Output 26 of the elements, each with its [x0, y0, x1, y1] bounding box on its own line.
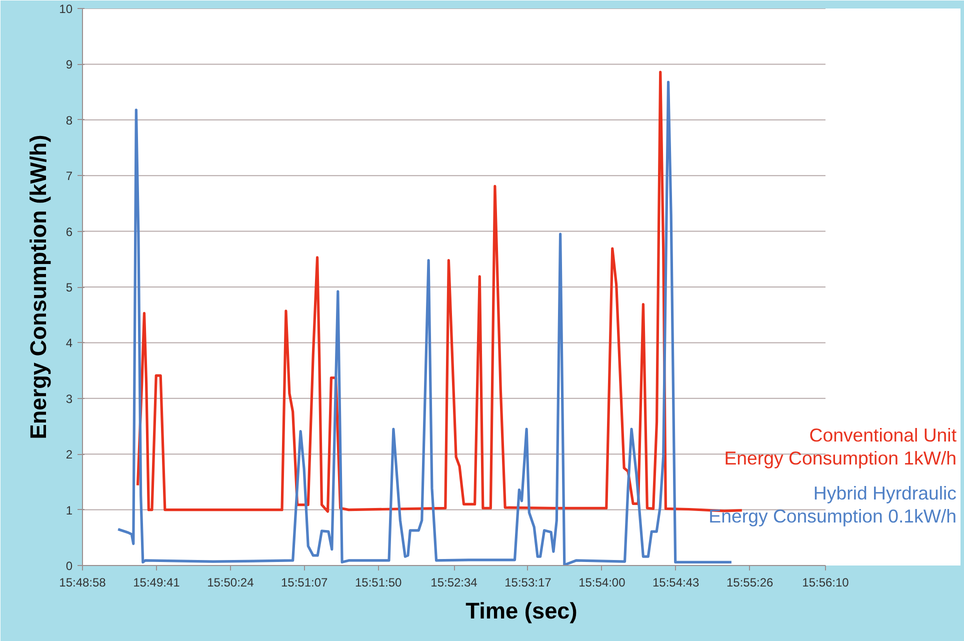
- y-tick-label: 10: [59, 2, 73, 16]
- x-axis-title: Time (sec): [466, 598, 578, 624]
- text: Conventional Unit Energy Consumption 1kW/h: [724, 424, 958, 468]
- x-tick-label: 15:55:26: [726, 576, 774, 590]
- x-tick-label: 15:48:58: [59, 576, 106, 590]
- y-tick-label: 5: [66, 280, 73, 294]
- x-tick-label: 15:56:10: [802, 576, 850, 590]
- series-label: Hybrid Hyrdraulic Energy Consumption 0.1kW/h: [708, 482, 957, 526]
- y-tick-label: 9: [66, 58, 73, 72]
- x-tick-label: 15:54:43: [652, 576, 700, 590]
- y-axis-title: Energy Consumption (kW/h): [25, 134, 52, 440]
- y-tick-label: 7: [66, 169, 73, 184]
- x-tick-label: 15:51:50: [354, 576, 402, 590]
- x-tick-label: 15:49:41: [133, 576, 180, 590]
- x-tick-label: 15:52:34: [430, 576, 478, 590]
- x-tick-label: 15:50:24: [207, 576, 254, 590]
- y-tick-label: 3: [66, 392, 73, 406]
- y-tick-label: 8: [66, 113, 73, 128]
- x-tick-label: 15:51:07: [280, 576, 328, 590]
- y-tick-label: 1: [66, 503, 73, 518]
- y-tick-label: 2: [66, 448, 73, 462]
- y-tick-label: 6: [66, 224, 73, 239]
- y-tick-label: 0: [66, 559, 73, 573]
- y-tick-label: 4: [66, 336, 73, 350]
- x-tick-label: 15:54:00: [578, 576, 626, 590]
- x-tick-label: 15:53:17: [504, 576, 552, 590]
